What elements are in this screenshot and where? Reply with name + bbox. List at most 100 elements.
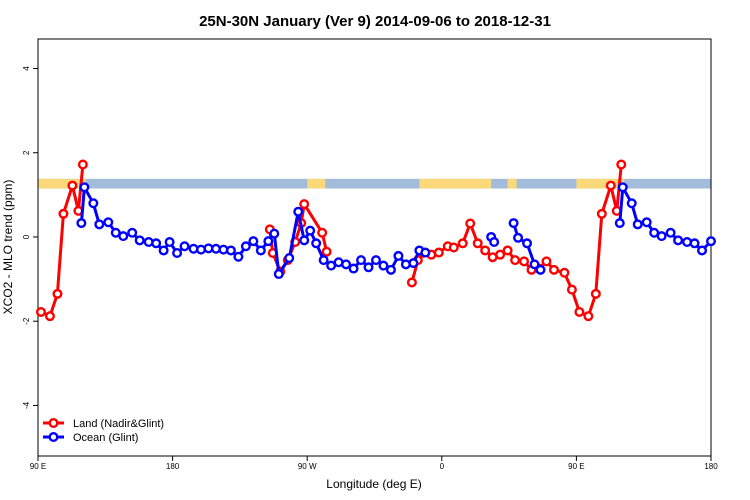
series-0-point: [465, 218, 476, 229]
series-0-point: [605, 180, 616, 191]
y-tick-label-0: -4: [22, 401, 31, 409]
series-0-point: [590, 288, 601, 299]
series-1-point: [127, 227, 138, 238]
x-tick-label-2: 90 W: [298, 462, 317, 471]
series-0-point: [406, 277, 417, 288]
band-land-4: [507, 178, 517, 189]
series-1-point: [88, 198, 99, 209]
band-ocean: [38, 178, 711, 189]
y-axis-label: XCO2 - MLO trend (ppm): [1, 180, 15, 315]
land-mask-band: [38, 178, 711, 189]
series-0-point: [448, 242, 459, 253]
series-1-point: [706, 236, 717, 247]
series-0-point: [519, 256, 530, 267]
series-1-point: [318, 255, 329, 266]
band-land-2: [319, 178, 323, 189]
series-1-point: [311, 238, 322, 249]
x-tick-label-3: 0: [440, 462, 445, 471]
series-1: [76, 182, 717, 280]
series-1-point: [393, 250, 404, 261]
series-0-point: [433, 247, 444, 258]
series-1-point: [179, 241, 190, 252]
series-1-point: [134, 235, 145, 246]
series-1-point: [225, 245, 236, 256]
series-0-point: [566, 284, 577, 295]
series-layer: [35, 159, 717, 322]
series-1-point: [305, 225, 316, 236]
series-1-point: [103, 217, 114, 228]
y-tick-label-4: 4: [22, 66, 31, 71]
series-1-point: [158, 245, 169, 256]
series-0-point: [616, 159, 627, 170]
series-1-point: [164, 237, 175, 248]
y-tick-label-2: 0: [22, 234, 31, 239]
series-0-point: [472, 238, 483, 249]
series-1-point: [118, 231, 129, 242]
series-0-point: [548, 264, 559, 275]
series-1-point: [626, 198, 637, 209]
series-1-point: [79, 182, 90, 193]
series-0: [35, 159, 627, 322]
x-tick-label-5: 180: [704, 462, 718, 471]
legend: Land (Nadir&Glint) Ocean (Glint): [43, 418, 164, 444]
series-0-point: [583, 311, 594, 322]
series-1-point: [420, 247, 431, 258]
series-0-point: [317, 227, 328, 238]
y-tick-label-1: -2: [22, 317, 31, 325]
series-0-point: [559, 267, 570, 278]
series-0-point: [77, 159, 88, 170]
series-1-point: [378, 260, 389, 271]
chart-title: 25N-30N January (Ver 9) 2014-09-06 to 20…: [199, 13, 551, 30]
series-1-point: [689, 238, 700, 249]
x-axis-label: Longitude (deg E): [326, 477, 421, 491]
series-1-point: [385, 264, 396, 275]
series-1-point: [363, 262, 374, 273]
series-0-point: [67, 180, 78, 191]
series-1-point: [293, 206, 304, 217]
series-1-point: [673, 235, 684, 246]
series-1-point: [632, 219, 643, 230]
y-axis: -4 -2 0 2 4: [22, 66, 38, 409]
series-1-point: [273, 269, 284, 280]
series-1-point: [341, 259, 352, 270]
series-1-point: [356, 255, 367, 266]
x-tick-label-0: 90 E: [30, 462, 46, 471]
series-1-point: [508, 218, 519, 229]
series-1-point: [255, 245, 266, 256]
series-0-point: [321, 246, 332, 257]
series-0-point: [495, 249, 506, 260]
series-0-point: [44, 311, 55, 322]
series-1-point: [370, 255, 381, 266]
series-0-point: [541, 256, 552, 267]
series-1-point: [248, 236, 259, 247]
series-0-point: [510, 255, 521, 266]
series-1-point: [233, 251, 244, 262]
legend-land-marker: [48, 418, 59, 429]
series-0-point: [502, 245, 513, 256]
band-land-1: [307, 178, 326, 189]
band-land-0: [38, 178, 86, 189]
series-1-point: [348, 263, 359, 274]
series-1-point: [269, 228, 280, 239]
series-1-point: [489, 237, 500, 248]
legend-ocean-label: Ocean (Glint): [73, 432, 138, 444]
series-0-point: [596, 208, 607, 219]
series-0-point: [52, 288, 63, 299]
series-1-point: [172, 247, 183, 258]
legend-land-label: Land (Nadir&Glint): [73, 418, 164, 430]
y-tick-label-3: 2: [22, 150, 31, 155]
series-1-point: [151, 238, 162, 249]
x-tick-label-4: 90 E: [568, 462, 584, 471]
legend-ocean-marker: [48, 432, 59, 443]
x-tick-label-1: 180: [166, 462, 180, 471]
series-1-point: [94, 219, 105, 230]
series-1-point: [665, 227, 676, 238]
series-1-point: [641, 217, 652, 228]
series-1-point: [697, 245, 708, 256]
series-1-point: [513, 232, 524, 243]
series-1-point: [408, 258, 419, 269]
series-0-point: [35, 306, 46, 317]
plot-frame: [37, 38, 712, 457]
series-1-point: [656, 231, 667, 242]
